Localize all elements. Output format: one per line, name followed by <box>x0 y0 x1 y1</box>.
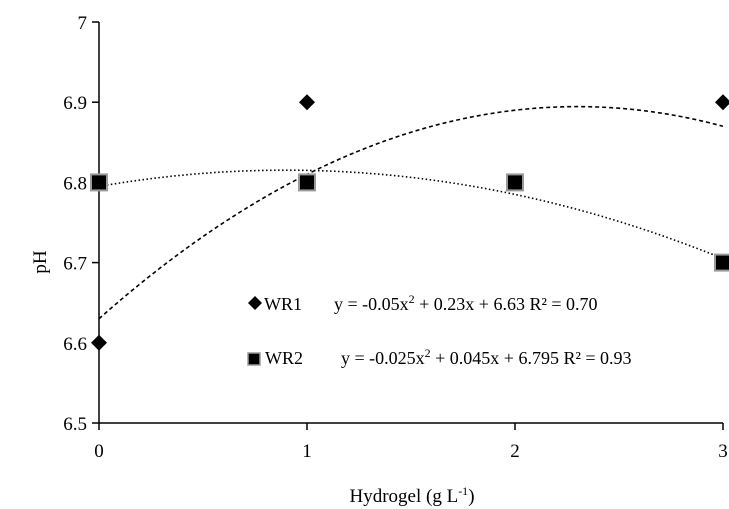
y-tick-label: 6.9 <box>63 93 87 114</box>
equation-wr2: y = -0.025x2 + 0.045x + 6.795 R² = 0.93 <box>341 346 632 368</box>
trendlines <box>98 105 724 320</box>
x-tick-label: 0 <box>94 441 104 462</box>
legend-marker-wr1 <box>248 296 262 310</box>
point-wr2 <box>298 173 316 192</box>
y-tick-label: 6.7 <box>63 254 87 275</box>
x-axis-title: Hydrogel (g L-1) <box>349 484 474 507</box>
legend-entry-wr1: WR1 y = -0.05x2 + 0.23x + 6.63 R² = 0.70 <box>248 292 598 314</box>
tick-marks <box>92 21 724 430</box>
x-tick-label: 1 <box>302 441 312 462</box>
point-wr1 <box>715 94 729 111</box>
point-wr2 <box>90 173 108 192</box>
trendline-wr1 <box>98 105 724 320</box>
axes <box>98 22 723 424</box>
legend-label-wr2: WR2 <box>265 348 303 368</box>
y-axis-title: pH <box>30 250 51 274</box>
x-tick-label: 2 <box>510 441 520 462</box>
y-tick-labels: 6.5 6.6 6.7 6.8 6.9 7 <box>63 13 87 435</box>
legend-label-wr1: WR1 <box>264 294 302 314</box>
point-wr2 <box>714 253 729 272</box>
y-tick-label: 6.6 <box>63 334 87 355</box>
point-wr2 <box>506 173 524 192</box>
data-points <box>90 94 729 351</box>
y-tick-label: 7 <box>78 13 88 34</box>
point-wr1 <box>91 334 107 351</box>
equation-wr1: y = -0.05x2 + 0.23x + 6.63 R² = 0.70 <box>334 292 598 314</box>
x-tick-label: 3 <box>718 441 728 462</box>
point-wr1 <box>299 94 315 111</box>
legend-entry-wr2: WR2 y = -0.025x2 + 0.045x + 6.795 R² = 0… <box>247 346 632 368</box>
trendline-wr2 <box>98 169 724 260</box>
y-tick-label: 6.5 <box>63 414 87 435</box>
legend: WR1 y = -0.05x2 + 0.23x + 6.63 R² = 0.70… <box>247 292 632 368</box>
x-tick-labels: 0 1 2 3 <box>94 441 728 462</box>
y-tick-label: 6.8 <box>63 173 87 194</box>
legend-marker-wr2 <box>247 352 261 366</box>
